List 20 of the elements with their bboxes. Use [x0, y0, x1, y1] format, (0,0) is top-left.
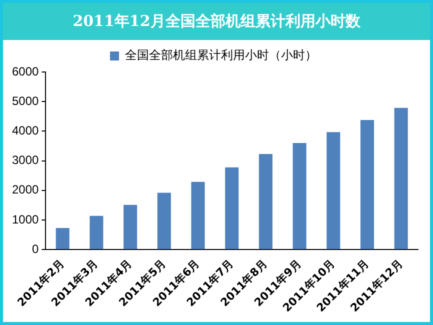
bar	[292, 143, 306, 250]
bar	[326, 132, 340, 250]
bar	[394, 108, 408, 250]
bar	[225, 167, 239, 250]
bar	[157, 192, 171, 250]
bar	[124, 204, 138, 250]
chart-title: 2011年12月全国全部机组累计利用小时数	[3, 3, 430, 40]
y-tick-label: 4000	[12, 124, 40, 138]
bar	[258, 154, 272, 250]
bar	[360, 120, 374, 250]
y-tick-label: 3000	[12, 153, 40, 168]
y-tick-label: 6000	[12, 64, 40, 78]
bar	[56, 228, 70, 250]
y-tick-label: 2000	[12, 182, 40, 197]
legend-label: 全国全部机组累计利用小时（小时）	[125, 48, 317, 62]
bar	[191, 182, 205, 250]
bar	[90, 216, 104, 250]
y-tick-label: 1000	[12, 212, 40, 226]
y-tick-label: 0	[32, 242, 40, 256]
y-tick-label: 5000	[12, 94, 40, 108]
